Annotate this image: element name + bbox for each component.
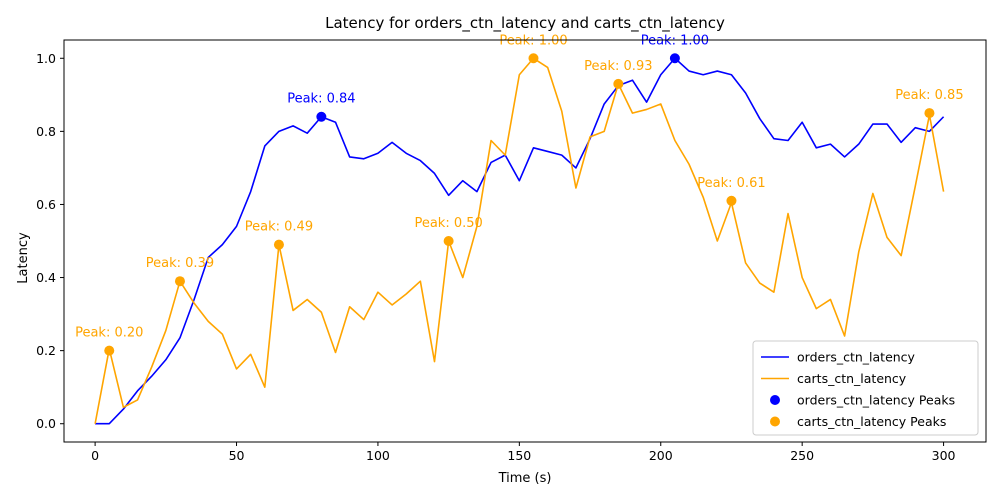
legend-marker-swatch — [770, 416, 780, 427]
peak-marker — [669, 53, 680, 64]
y-tick-label: 0.4 — [36, 270, 56, 285]
series-line-carts_ctn_latency — [94, 57, 945, 424]
y-tick-label: 0.2 — [36, 343, 56, 358]
legend-entry-label: carts_ctn_latency — [797, 371, 907, 386]
peak-label: Peak: 0.20 — [75, 326, 143, 341]
peak-marker — [924, 108, 935, 119]
peaks-layer: Peak: 0.84 Peak: 1.00 Peak: 0.20 Peak: 0.39… — [75, 33, 964, 356]
x-tick-label: 300 — [932, 448, 956, 463]
legend-entry-label: orders_ctn_latency Peaks — [797, 393, 955, 408]
peak-label: Peak: 0.93 — [584, 59, 652, 74]
legend: orders_ctn_latency carts_ctn_latencyorder… — [752, 340, 979, 436]
legend-marker-swatch — [770, 395, 780, 405]
y-tick-label: 0.6 — [36, 197, 56, 212]
peak-marker — [174, 276, 185, 287]
peak-label: Peak: 0.39 — [146, 256, 214, 271]
y-axis: 0.0 0.2 0.4 0.6 0.8 1.0 — [36, 51, 64, 431]
peak-marker — [528, 53, 539, 64]
peak-label: Peak: 0.84 — [287, 92, 355, 107]
peak-label: Peak: 0.50 — [414, 216, 482, 231]
peak-marker — [104, 345, 115, 356]
legend-box — [752, 340, 979, 436]
peak-marker — [613, 78, 624, 89]
x-tick-label: 100 — [366, 448, 390, 463]
x-tick-label: 150 — [507, 448, 531, 463]
y-tick-label: 0.0 — [36, 416, 56, 431]
peak-label: Peak: 0.49 — [245, 220, 313, 235]
y-axis-label: Latency — [16, 232, 31, 284]
chart-title: Latency for orders_ctn_latency and carts… — [325, 14, 725, 33]
peak-marker — [316, 111, 327, 122]
x-tick-label: 200 — [649, 448, 673, 463]
x-axis: 0 50 100 150 200 250 300 — [91, 442, 956, 463]
peak-marker — [273, 239, 284, 250]
legend-entry-label: carts_ctn_latency Peaks — [797, 414, 946, 429]
series-layer — [94, 57, 945, 425]
x-axis-label: Time (s) — [498, 471, 552, 486]
plot-frame — [63, 39, 987, 443]
x-tick-label: 50 — [229, 448, 245, 463]
y-tick-label: 1.0 — [36, 51, 56, 66]
peak-label: Peak: 0.61 — [697, 176, 765, 191]
peak-label: Peak: 1.00 — [641, 33, 709, 48]
peak-label: Peak: 0.85 — [895, 88, 963, 103]
series-line-orders_ctn_latency — [95, 57, 945, 425]
x-tick-label: 250 — [790, 448, 814, 463]
legend-entry-label: orders_ctn_latency — [797, 350, 916, 365]
peak-label: Peak: 1.00 — [499, 33, 567, 48]
peak-marker — [726, 195, 737, 206]
peak-marker — [443, 236, 454, 246]
x-tick-label: 0 — [91, 448, 99, 463]
y-tick-label: 0.8 — [36, 124, 56, 139]
